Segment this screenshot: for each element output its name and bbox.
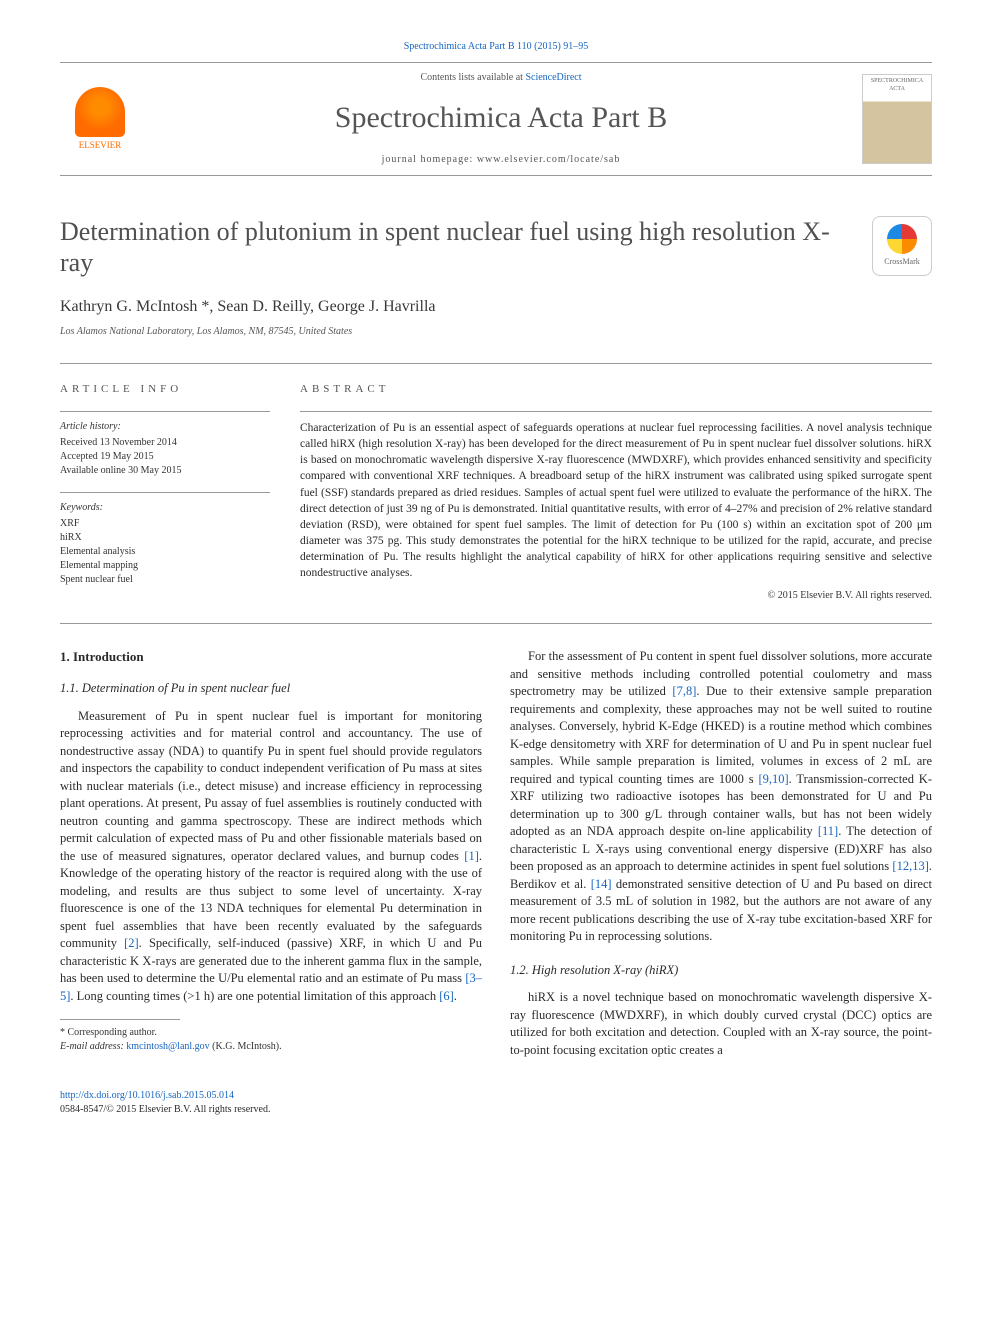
- article-history-heading: Article history:: [60, 420, 270, 434]
- journal-name: Spectrochimica Acta Part B: [140, 97, 862, 139]
- keyword-2: Elemental analysis: [60, 545, 270, 559]
- abstract-text: Characterization of Pu is an essential a…: [300, 411, 932, 581]
- doi-link[interactable]: http://dx.doi.org/10.1016/j.sab.2015.05.…: [60, 1090, 234, 1101]
- ref-9-10-link[interactable]: [9,10]: [758, 772, 788, 786]
- keyword-4: Spent nuclear fuel: [60, 573, 270, 587]
- cover-text: SPECTROCHIMICA ACTA: [871, 78, 923, 92]
- section-1-1-heading: 1.1. Determination of Pu in spent nuclea…: [60, 680, 482, 698]
- keywords-block: Keywords: XRF hiRX Elemental analysis El…: [60, 492, 270, 587]
- article-title: Determination of plutonium in spent nucl…: [60, 216, 852, 278]
- keywords-heading: Keywords:: [60, 501, 270, 515]
- article-info-label: article info: [60, 382, 270, 397]
- history-online: Available online 30 May 2015: [60, 464, 270, 478]
- email-link[interactable]: kmcintosh@lanl.gov: [126, 1041, 209, 1052]
- journal-homepage: journal homepage: www.elsevier.com/locat…: [140, 153, 862, 167]
- p1a: Measurement of Pu in spent nuclear fuel …: [60, 709, 482, 863]
- journal-header: ELSEVIER Contents lists available at Sci…: [60, 62, 932, 176]
- paragraph-2: For the assessment of Pu content in spen…: [510, 648, 932, 946]
- corresponding-footer: * Corresponding author. E-mail address: …: [60, 1019, 482, 1054]
- history-received: Received 13 November 2014: [60, 436, 270, 450]
- journal-cover-thumbnail: SPECTROCHIMICA ACTA: [862, 74, 932, 164]
- abstract-label: abstract: [300, 382, 932, 397]
- authors: Kathryn G. McIntosh *, Sean D. Reilly, G…: [60, 296, 932, 318]
- elsevier-logo: ELSEVIER: [60, 79, 140, 159]
- ref-1-link[interactable]: [1]: [464, 849, 479, 863]
- section-1-2-heading: 1.2. High resolution X-ray (hiRX): [510, 962, 932, 980]
- ref-14-link[interactable]: [14]: [591, 877, 612, 891]
- paragraph-1: Measurement of Pu in spent nuclear fuel …: [60, 708, 482, 1006]
- elsevier-tree-icon: [75, 87, 125, 137]
- abstract-copyright: © 2015 Elsevier B.V. All rights reserved…: [300, 589, 932, 603]
- title-row: Determination of plutonium in spent nucl…: [60, 216, 932, 278]
- keyword-3: Elemental mapping: [60, 559, 270, 573]
- crossmark-badge[interactable]: CrossMark: [872, 216, 932, 276]
- history-accepted: Accepted 19 May 2015: [60, 450, 270, 464]
- paragraph-3: hiRX is a novel technique based on monoc…: [510, 989, 932, 1059]
- section-divider: [60, 623, 932, 624]
- email-suffix: (K.G. McIntosh).: [210, 1041, 282, 1052]
- issn-copyright: 0584-8547/© 2015 Elsevier B.V. All right…: [60, 1103, 932, 1117]
- section-1-heading: 1. Introduction: [60, 648, 482, 666]
- ref-12-13-link[interactable]: [12,13]: [892, 859, 928, 873]
- ref-6-link[interactable]: [6]: [439, 989, 454, 1003]
- body-text: 1. Introduction 1.1. Determination of Pu…: [60, 648, 932, 1059]
- page-footer-meta: http://dx.doi.org/10.1016/j.sab.2015.05.…: [60, 1089, 932, 1117]
- ref-7-8-link[interactable]: [7,8]: [672, 684, 696, 698]
- affiliation: Los Alamos National Laboratory, Los Alam…: [60, 325, 932, 339]
- ref-2-link[interactable]: [2]: [124, 936, 139, 950]
- footnote-rule: [60, 1019, 180, 1020]
- info-abstract-row: article info Article history: Received 1…: [60, 363, 932, 603]
- crossmark-icon: [887, 224, 917, 254]
- crossmark-label: CrossMark: [884, 256, 920, 267]
- contents-prefix: Contents lists available at: [420, 72, 525, 83]
- email-label: E-mail address:: [60, 1041, 126, 1052]
- header-center: Contents lists available at ScienceDirec…: [140, 71, 862, 167]
- keyword-1: hiRX: [60, 531, 270, 545]
- homepage-url: www.elsevier.com/locate/sab: [477, 154, 621, 165]
- article-history-block: Article history: Received 13 November 20…: [60, 411, 270, 478]
- article-info-column: article info Article history: Received 1…: [60, 382, 270, 603]
- abstract-column: abstract Characterization of Pu is an es…: [300, 382, 932, 603]
- elsevier-logo-text: ELSEVIER: [79, 139, 122, 152]
- ref-11-link[interactable]: [11]: [818, 824, 838, 838]
- corresponding-author-label: * Corresponding author.: [60, 1026, 482, 1040]
- p2b: . Due to their extensive sample preparat…: [510, 684, 932, 786]
- p1e: .: [454, 989, 457, 1003]
- homepage-prefix: journal homepage:: [382, 154, 477, 165]
- p1d: . Long counting times (>1 h) are one pot…: [70, 989, 439, 1003]
- keyword-0: XRF: [60, 517, 270, 531]
- corresponding-email-line: E-mail address: kmcintosh@lanl.gov (K.G.…: [60, 1040, 482, 1054]
- contents-available-line: Contents lists available at ScienceDirec…: [140, 71, 862, 85]
- journal-reference-top: Spectrochimica Acta Part B 110 (2015) 91…: [60, 40, 932, 54]
- sciencedirect-link[interactable]: ScienceDirect: [525, 72, 581, 83]
